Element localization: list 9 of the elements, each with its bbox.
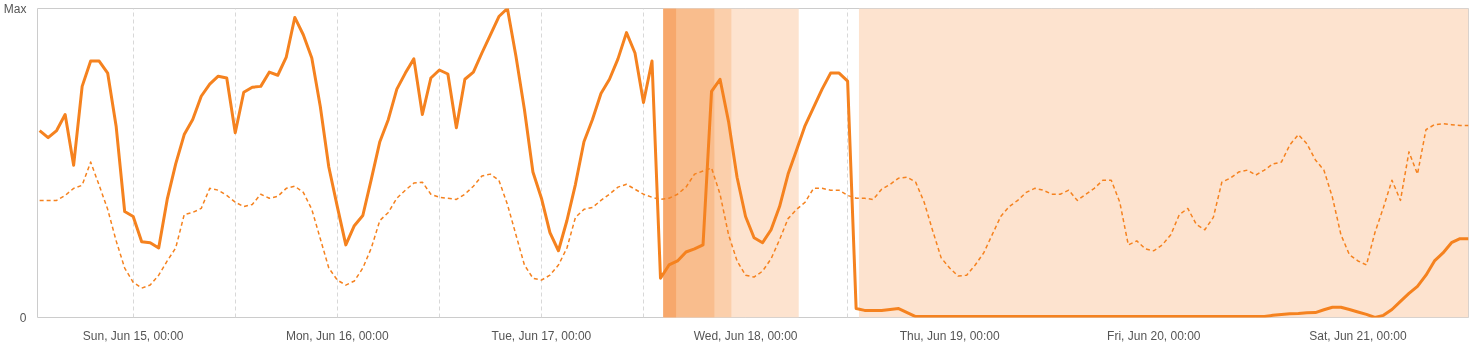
x-tick-label: Thu, Jun 19, 00:00 xyxy=(899,328,1001,343)
x-tick-label: Sat, Jun 21, 00:00 xyxy=(1309,328,1407,343)
x-tick-label: Fri, Jun 20, 00:00 xyxy=(1107,328,1201,343)
x-tick-label: Sun, Jun 15, 00:00 xyxy=(82,328,184,343)
x-tick-label: Tue, Jun 17, 00:00 xyxy=(491,328,592,343)
x-tick-label: Mon, Jun 16, 00:00 xyxy=(285,328,389,343)
text: Max xyxy=(3,1,27,16)
text: 0 xyxy=(19,310,27,325)
x-tick-label: Wed, Jun 18, 00:00 xyxy=(693,328,798,343)
